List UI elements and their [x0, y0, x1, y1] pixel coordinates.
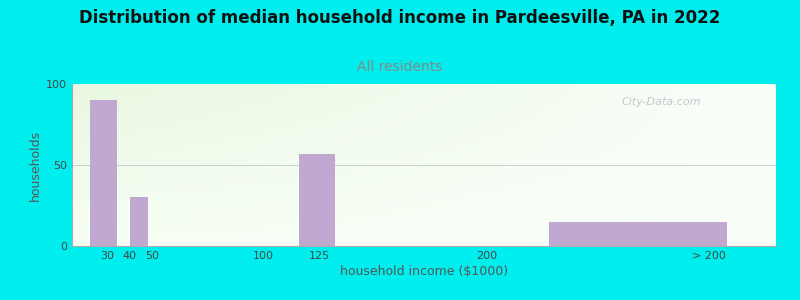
Bar — [130, 197, 148, 246]
Bar — [299, 154, 335, 246]
Text: Distribution of median household income in Pardeesville, PA in 2022: Distribution of median household income … — [79, 9, 721, 27]
Y-axis label: households: households — [29, 129, 42, 201]
X-axis label: household income ($1000): household income ($1000) — [340, 265, 508, 278]
Text: City-Data.com: City-Data.com — [621, 97, 701, 107]
Text: All residents: All residents — [358, 60, 442, 74]
Bar — [549, 222, 727, 246]
Bar — [90, 100, 117, 246]
